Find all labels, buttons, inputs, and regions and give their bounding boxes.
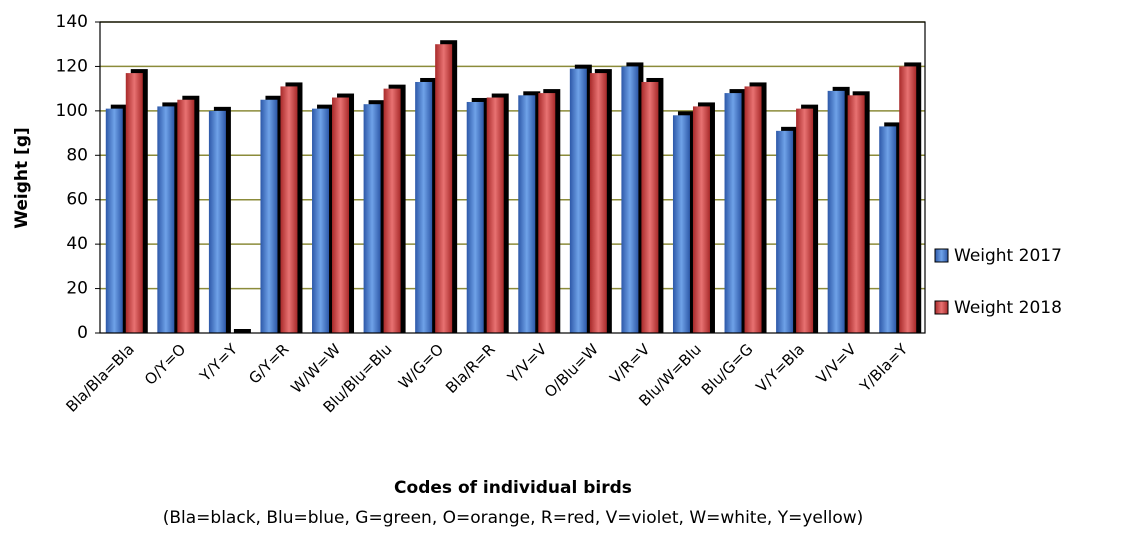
bar <box>672 115 690 333</box>
bar <box>796 108 814 333</box>
bar <box>383 88 401 334</box>
bar <box>260 99 278 333</box>
y-tick-label: 80 <box>66 145 88 165</box>
bar <box>466 101 484 333</box>
bar <box>899 66 917 333</box>
x-tick-label: V/R=V <box>606 340 654 388</box>
subtitle: (Bla=black, Blu=blue, G=green, O=orange,… <box>163 508 864 528</box>
bar <box>847 95 865 333</box>
x-tick-label: G/Y=R <box>245 340 292 387</box>
x-tick-label: Y/V=V <box>503 340 550 387</box>
y-tick-label: 100 <box>56 101 88 121</box>
y-tick-label: 0 <box>77 323 88 343</box>
bar <box>486 97 504 334</box>
bar <box>641 81 659 333</box>
x-tick-label: V/Y=Bla <box>752 340 808 396</box>
bar <box>589 73 607 333</box>
legend-label: Weight 2018 <box>954 298 1062 318</box>
bar <box>744 86 762 334</box>
bar <box>312 108 330 333</box>
bar <box>125 73 143 333</box>
bar <box>621 66 639 333</box>
bar <box>724 93 742 333</box>
legend-label: Weight 2017 <box>954 246 1062 266</box>
bar <box>827 90 845 333</box>
y-tick-label: 20 <box>66 279 88 299</box>
legend-swatch <box>934 300 949 315</box>
y-tick-label: 60 <box>66 190 88 210</box>
bar <box>879 126 897 334</box>
x-tick-label: O/Y=O <box>141 340 189 388</box>
bar <box>105 108 123 333</box>
bar <box>177 99 195 333</box>
bar <box>208 110 226 333</box>
legend-swatch <box>934 248 949 263</box>
x-tick-label: Bla/R=R <box>442 340 499 397</box>
y-axis-title: Weight [g] <box>12 127 32 229</box>
bar <box>363 104 381 333</box>
plot-border <box>99 21 926 334</box>
x-tick-label: V/V=V <box>813 340 860 387</box>
bar <box>435 44 453 333</box>
x-tick-label: Y/Y=Y <box>196 340 242 386</box>
y-tick-label: 140 <box>56 12 88 32</box>
bar-shadow <box>233 329 251 333</box>
bar <box>692 106 710 334</box>
bar <box>415 81 433 333</box>
x-tick-label: Blu/G=G <box>698 340 757 399</box>
bar <box>280 86 298 334</box>
bar <box>538 93 556 333</box>
bar <box>518 95 536 333</box>
x-tick-label: W/G=O <box>395 340 447 392</box>
x-tick-label: Bla/Bla=Bla <box>62 340 137 415</box>
y-tick-label: 120 <box>56 56 88 76</box>
x-axis-title: Codes of individual birds <box>394 478 632 498</box>
bar <box>332 97 350 334</box>
x-tick-label: Y/Bla=Y <box>856 340 912 396</box>
bar <box>157 106 175 334</box>
x-tick-label: O/Blu=W <box>541 340 602 401</box>
bar <box>776 130 794 333</box>
y-tick-label: 40 <box>66 234 88 254</box>
bar <box>569 68 587 334</box>
